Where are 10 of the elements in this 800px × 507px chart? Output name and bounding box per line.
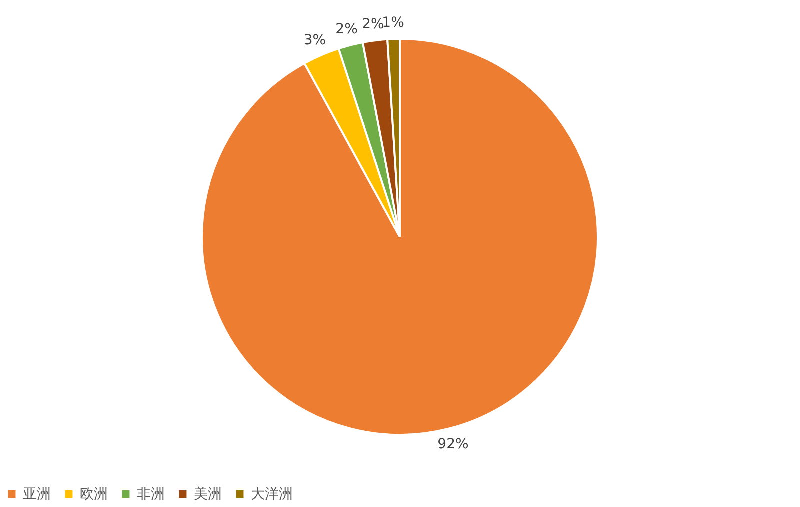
legend-label: 非洲: [137, 486, 165, 502]
legend-label: 美洲: [194, 486, 222, 502]
legend-label: 亚洲: [23, 486, 51, 502]
data-label: 3%: [304, 32, 326, 49]
data-label: 92%: [438, 436, 469, 452]
data-label: 2%: [362, 16, 384, 33]
legend-label: 欧洲: [80, 486, 108, 502]
data-label: 1%: [382, 15, 404, 32]
data-label: 2%: [336, 22, 358, 38]
legend-label: 大洋洲: [251, 486, 293, 502]
